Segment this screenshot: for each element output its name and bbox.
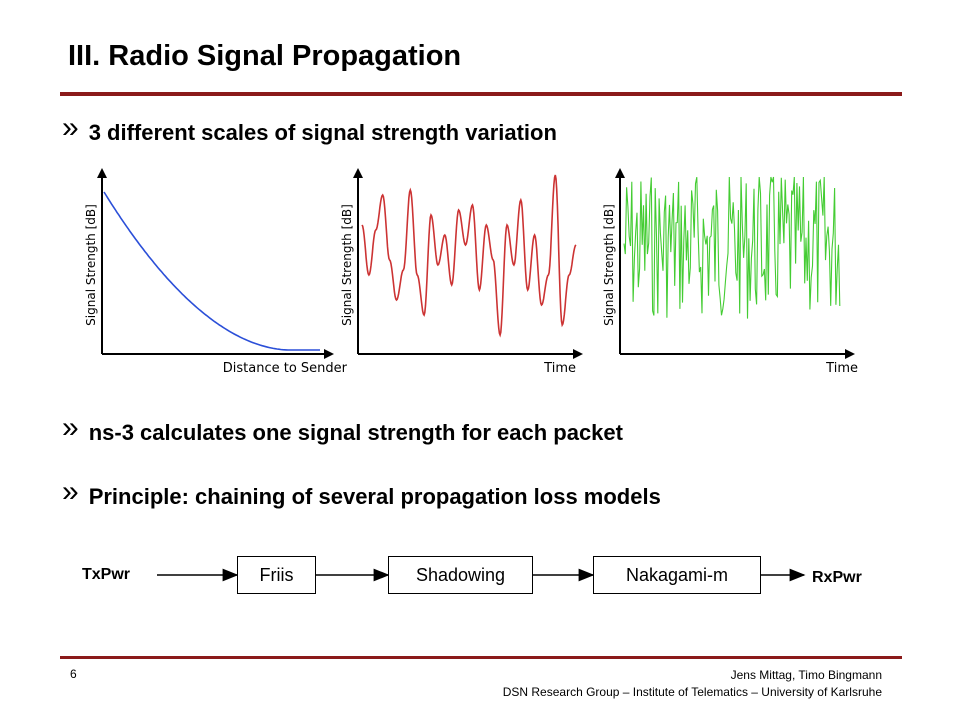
footer-affiliation: DSN Research Group – Institute of Telema… <box>502 685 882 699</box>
x-axis-label: Time <box>543 361 576 376</box>
slide-title: III. Radio Signal Propagation <box>68 40 462 72</box>
x-axis-arrow <box>845 349 855 359</box>
y-axis-arrow <box>615 168 625 178</box>
path-loss-plot: Signal Strength [dB] Distance to Sender <box>84 168 348 376</box>
bullet-ns3: » ns-3 calculates one signal strength for… <box>62 411 623 448</box>
y-axis-label: Signal Strength [dB] <box>340 204 354 326</box>
y-axis-arrow <box>353 168 363 178</box>
signal-curve <box>361 174 577 338</box>
page-number: 6 <box>70 667 77 681</box>
footer-authors: Jens Mittag, Timo Bingmann <box>730 668 882 682</box>
bullet-text: Principle: chaining of several propagati… <box>88 484 661 509</box>
bullet-text: 3 different scales of signal strength va… <box>88 120 557 145</box>
txpwr-label: TxPwr <box>82 566 131 583</box>
bullet-scales: » 3 different scales of signal strength v… <box>62 111 557 148</box>
friis-box: Friis <box>237 556 316 594</box>
bullet-text: ns-3 calculates one signal strength for … <box>88 420 623 445</box>
propagation-chain-arrows <box>157 568 806 582</box>
signal-curve <box>103 191 320 351</box>
shadowing-box: Shadowing <box>388 556 533 594</box>
nakagami-box: Nakagami-m <box>593 556 761 594</box>
signal-curve <box>623 176 841 319</box>
x-axis-arrow <box>324 349 334 359</box>
footer-divider <box>60 656 902 659</box>
x-axis-label: Time <box>825 361 858 376</box>
y-axis-arrow <box>97 168 107 178</box>
bullet-marker: » <box>62 111 79 144</box>
x-axis-label: Distance to Sender <box>223 361 348 376</box>
bullet-principle: » Principle: chaining of several propagat… <box>62 475 661 512</box>
fading-plot: Signal Strength [dB] Time <box>602 168 858 376</box>
footer-credits: Jens Mittag, Timo Bingmann DSN Research … <box>503 667 882 701</box>
bullet-marker: » <box>62 475 79 508</box>
x-axis-arrow <box>573 349 583 359</box>
bullet-marker: » <box>62 411 79 444</box>
y-axis-label: Signal Strength [dB] <box>84 204 98 326</box>
rxpwr-label: RxPwr <box>812 569 862 586</box>
y-axis-label: Signal Strength [dB] <box>602 204 616 326</box>
title-divider <box>60 92 902 96</box>
shadowing-plot: Signal Strength [dB] Time <box>340 168 583 376</box>
